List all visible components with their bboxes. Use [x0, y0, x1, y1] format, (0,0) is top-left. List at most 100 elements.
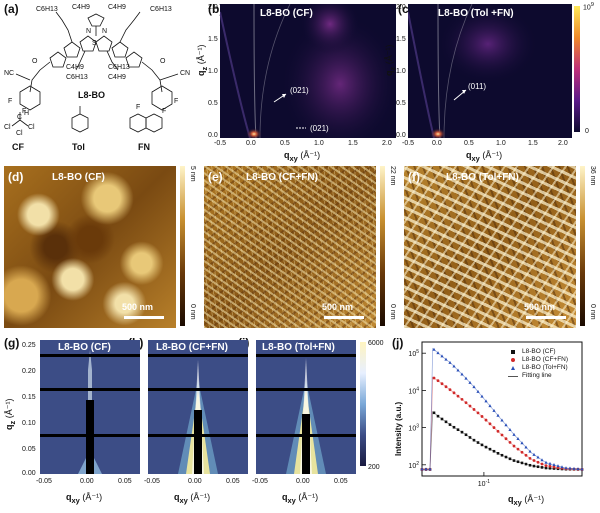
data-point — [476, 441, 480, 444]
data-point — [540, 458, 544, 462]
saxs-chart: 102 103 104 105 10-1 — [408, 341, 584, 488]
legend-label: L8-BO (CF+FN) — [522, 356, 569, 363]
data-point — [440, 417, 444, 421]
afm-cf-colorbar — [180, 166, 185, 326]
solvent-label: Tol — [72, 142, 85, 152]
data-point — [456, 368, 460, 372]
scalebar — [324, 316, 364, 319]
x-tick: 2.0 — [382, 140, 392, 147]
atom-label: Cl — [16, 130, 23, 137]
xlabel-unit: (Å⁻¹) — [482, 150, 503, 160]
xlabel-sub: xy — [179, 495, 188, 505]
data-point — [472, 438, 476, 442]
xlabel-sub: xy — [513, 497, 522, 507]
scalebar-label: 500 nm — [322, 302, 354, 312]
panel-c-title: L8-BO (Tol +FN) — [438, 8, 514, 19]
data-point — [532, 459, 536, 462]
y-tick: 1.5 — [396, 36, 406, 43]
atom-label: O — [32, 58, 38, 65]
data-point — [432, 411, 436, 415]
chain-label: C4H9 — [72, 4, 90, 11]
data-point — [564, 466, 568, 470]
data-point — [436, 379, 440, 383]
data-point — [428, 467, 432, 471]
x-tick: 1.0 — [314, 140, 324, 147]
atom-label: CN — [180, 70, 191, 77]
panel-i-title: L8-BO (Tol+FN) — [262, 342, 335, 353]
chain-label: C4H9 — [108, 74, 126, 81]
x-tick: -0.5 — [214, 140, 227, 147]
x-tick: 0.5 — [464, 140, 474, 147]
data-point — [520, 450, 524, 454]
data-point — [552, 462, 556, 466]
data-point — [528, 463, 532, 467]
data-point — [532, 464, 536, 468]
data-point — [516, 460, 520, 464]
panel-g-label: (g) — [4, 336, 20, 350]
colorbar-max: 36 nm — [589, 166, 596, 186]
data-point — [540, 462, 544, 466]
chain-label: C6H13 — [108, 64, 130, 71]
panel-d-label: (d) — [8, 170, 24, 184]
scalebar — [124, 316, 164, 319]
data-point — [468, 404, 472, 408]
y-tick-label: 104 — [408, 386, 419, 395]
x-tick: 0.05 — [118, 478, 132, 485]
panel-b-ylabel: qz (Å⁻¹) — [196, 44, 209, 76]
molecule-structure-drawing — [11, 11, 179, 133]
colorbar-min: 200 — [368, 464, 380, 471]
xlabel-unit: (Å⁻¹) — [300, 150, 321, 160]
data-point — [460, 430, 464, 434]
legend-entry: Fitting line — [508, 372, 598, 380]
data-point — [552, 465, 556, 469]
legend-entry: L8-BO (CF+FN) — [508, 356, 598, 364]
legend-label: L8-BO (Tol+FN) — [522, 364, 568, 371]
data-point — [492, 408, 496, 412]
atom-label: F — [8, 98, 13, 105]
panel-g-ylabel: qz (Å⁻¹) — [4, 398, 17, 430]
ticks-group: 102 103 104 105 10-1 — [408, 349, 490, 488]
x-tick: 0.00 — [188, 478, 202, 485]
atom-label: NC — [4, 70, 15, 77]
data-point — [520, 461, 524, 465]
data-point — [524, 445, 528, 449]
afm-cf-image: L8-BO (CF) (d) 500 nm — [4, 166, 176, 328]
panel-e-label: (e) — [208, 170, 223, 184]
data-point — [440, 354, 444, 358]
solvent-label: FN — [138, 142, 150, 152]
atom-label: H — [24, 110, 30, 117]
y-tick: 1.0 — [396, 68, 406, 75]
atom-label: Cl — [4, 124, 11, 131]
data-points-group — [420, 347, 584, 471]
data-point — [516, 437, 520, 441]
data-point — [480, 415, 484, 418]
data-point — [512, 459, 516, 462]
data-point — [436, 351, 440, 355]
data-point — [512, 444, 516, 448]
data-point — [444, 385, 448, 389]
xlabel-main: q — [284, 150, 290, 160]
chain-label: C4H9 — [108, 4, 126, 11]
data-point — [580, 467, 584, 471]
data-point — [464, 376, 468, 380]
xlabel-unit: (Å⁻¹) — [82, 492, 103, 502]
chain-label: C4H9 — [66, 64, 84, 71]
data-point — [424, 467, 428, 471]
y-tick-label: 102 — [408, 461, 419, 470]
data-point — [528, 449, 532, 453]
chain-label: C6H13 — [150, 6, 172, 13]
panel-e-title: L8-BO (CF+FN) — [246, 172, 318, 183]
panel-h-title: L8-BO (CF+FN) — [156, 342, 228, 353]
ylabel-sub: z — [7, 420, 17, 425]
data-point — [484, 445, 488, 449]
data-point — [544, 464, 548, 468]
x-tick: 1.5 — [348, 140, 358, 147]
scalebar — [526, 316, 566, 319]
x-tick: -0.05 — [144, 478, 160, 485]
peak-annotation: (011) — [468, 82, 487, 91]
data-point — [500, 453, 504, 457]
gisaxs-tolfn-image: L8-BO (Tol+FN) — [256, 340, 356, 474]
data-point — [524, 453, 528, 457]
data-point — [492, 426, 496, 429]
data-point — [452, 364, 456, 368]
